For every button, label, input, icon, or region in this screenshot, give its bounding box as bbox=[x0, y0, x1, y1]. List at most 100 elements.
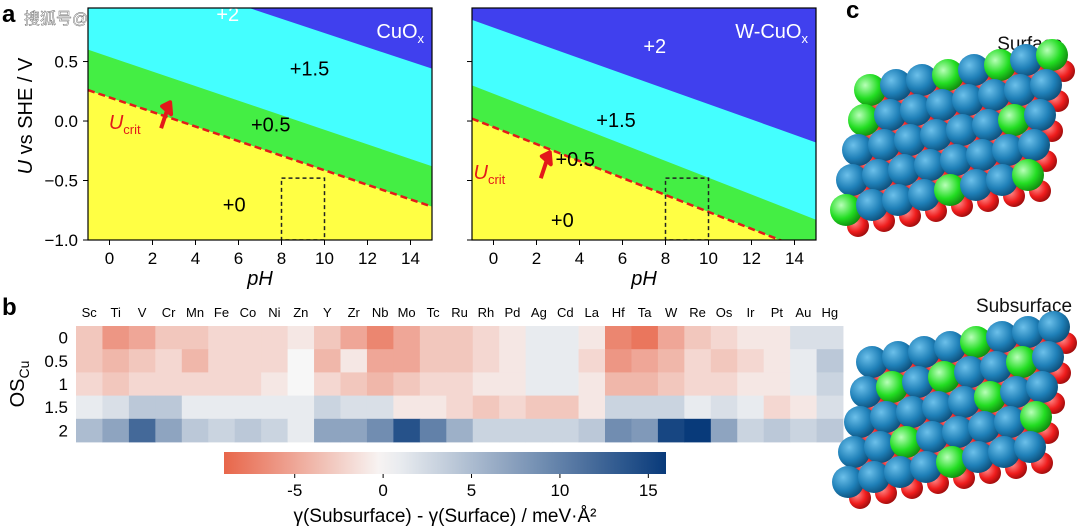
x-tick-label: 10 bbox=[315, 249, 334, 268]
heatmap-column-label: Ta bbox=[638, 305, 653, 320]
copper-atom bbox=[870, 401, 902, 433]
heatmap-cell bbox=[631, 395, 659, 420]
heatmap-cell bbox=[578, 418, 606, 443]
copper-atom bbox=[946, 114, 978, 146]
heatmap-row-label: 1.5 bbox=[44, 398, 68, 417]
arrow-up-icon bbox=[159, 100, 174, 129]
heatmap-cell bbox=[499, 418, 527, 443]
copper-atom bbox=[884, 456, 916, 488]
y-tick-label: 0.0 bbox=[54, 112, 78, 131]
heatmap-cell bbox=[155, 395, 183, 420]
heatmap-cell bbox=[261, 372, 288, 396]
y-tick-label: −1.0 bbox=[44, 231, 78, 250]
copper-atom bbox=[906, 64, 938, 96]
heatmap-column-label: Nb bbox=[372, 305, 389, 320]
heatmap-cell bbox=[605, 326, 632, 350]
copper-atom bbox=[980, 351, 1012, 383]
heatmap-cell bbox=[737, 395, 765, 420]
panel-label-b: b bbox=[2, 294, 17, 321]
heatmap-cell bbox=[499, 395, 527, 420]
copper-atom bbox=[838, 436, 870, 468]
heatmap-cell bbox=[155, 372, 183, 396]
heatmap-cell bbox=[578, 326, 606, 350]
heatmap-column-label: Y bbox=[323, 305, 332, 320]
heatmap-cell bbox=[128, 372, 156, 396]
heatmap-cell bbox=[605, 372, 632, 396]
heatmap-column-label: Pt bbox=[771, 305, 784, 320]
heatmap-cell bbox=[419, 349, 447, 373]
heatmap-column-label: Hg bbox=[822, 305, 839, 320]
heatmap-cell bbox=[155, 349, 183, 373]
x-tick-label: 6 bbox=[618, 249, 627, 268]
heatmap-cell bbox=[737, 372, 765, 396]
y-tick-label: 0.5 bbox=[54, 53, 78, 72]
tungsten-atom bbox=[928, 361, 960, 393]
tungsten-atom bbox=[984, 49, 1016, 81]
heatmap-cell bbox=[287, 395, 315, 420]
heatmap-cell bbox=[605, 418, 632, 443]
heatmap-row-label: 1 bbox=[59, 375, 68, 394]
heatmap-cell bbox=[128, 326, 156, 350]
y-tick-label: −0.5 bbox=[44, 172, 78, 191]
tungsten-atom bbox=[1036, 39, 1068, 71]
heatmap-cell bbox=[816, 349, 844, 373]
heatmap-cell bbox=[578, 349, 606, 373]
heatmap-cell bbox=[472, 326, 500, 350]
panel-label-c: c bbox=[846, 0, 859, 24]
heatmap-cell bbox=[340, 326, 368, 350]
heatmap-column-label: La bbox=[585, 305, 600, 320]
copper-atom bbox=[968, 411, 1000, 443]
heatmap-cell bbox=[234, 418, 262, 443]
heatmap-row-label: 0.5 bbox=[44, 352, 68, 371]
heatmap-cell bbox=[366, 418, 394, 443]
colorbar-tick-label: 0 bbox=[378, 481, 387, 500]
heatmap-column-label: Co bbox=[240, 305, 257, 320]
heatmap-cell bbox=[737, 349, 765, 373]
heatmap-cell bbox=[578, 395, 606, 420]
heatmap-cell bbox=[525, 395, 553, 420]
heatmap-cell bbox=[684, 349, 712, 373]
heatmap-column-label: Zr bbox=[348, 305, 361, 320]
x-tick-label: 2 bbox=[532, 249, 541, 268]
copper-atom bbox=[850, 376, 882, 408]
copper-atom bbox=[1030, 69, 1062, 101]
heatmap-cell bbox=[340, 418, 368, 443]
copper-atom bbox=[882, 341, 914, 373]
heatmap-cell bbox=[499, 326, 527, 350]
region-label: +2 bbox=[216, 4, 239, 26]
copper-atom bbox=[1032, 341, 1064, 373]
heatmap-cell bbox=[552, 418, 579, 443]
tungsten-atom bbox=[848, 104, 880, 136]
heatmap-cell bbox=[181, 349, 209, 373]
copper-atom bbox=[992, 134, 1024, 166]
heatmap-cell bbox=[76, 326, 103, 350]
heatmap-cell bbox=[684, 326, 712, 350]
heatmap-cell bbox=[525, 418, 553, 443]
tungsten-atom bbox=[854, 74, 886, 106]
copper-atom bbox=[856, 189, 888, 221]
copper-atom bbox=[888, 154, 920, 186]
heatmap-cell bbox=[631, 372, 659, 396]
tungsten-atom bbox=[1006, 346, 1038, 378]
pourbaix-plot-cuox: +2 +1.5 +0.5 +0 CuOx Ucrit 0 2 4 6 8 10 12 14 −1.0 −0.5… bbox=[15, 4, 433, 290]
heatmap-cell bbox=[525, 326, 553, 350]
heatmap-cell bbox=[763, 372, 791, 396]
pourbaix-plot-w-cuox: +2 +1.5+0.5 +0 W-CuOx Ucrit 0 2 4 6 8 10 12 14 pH bbox=[467, 7, 817, 290]
heatmap-cell bbox=[102, 349, 130, 373]
tungsten-atom bbox=[1012, 159, 1044, 191]
x-tick-label: 14 bbox=[785, 249, 804, 268]
heatmap-column-label: Pd bbox=[504, 305, 520, 320]
copper-atom bbox=[856, 346, 888, 378]
region-label: +1.5 bbox=[290, 59, 329, 81]
heatmap-cell bbox=[684, 395, 712, 420]
copper-atom bbox=[914, 149, 946, 181]
heatmap-cell bbox=[816, 326, 844, 350]
segregation-heatmap: Sc Ti V Cr Mn Fe Co Ni Zn Y Zr Nb Mo Tc Ru Rh Pd Ag Cd La Hf… bbox=[7, 305, 844, 443]
ucrit-line bbox=[88, 88, 432, 208]
arrow-up-icon bbox=[538, 150, 553, 179]
heatmap-cell bbox=[393, 372, 421, 396]
heatmap-cell bbox=[710, 395, 738, 420]
colorbar-label: γ(Subsurface) - γ(Surface) / meV·Å² bbox=[293, 506, 596, 527]
copper-atom bbox=[882, 184, 914, 216]
copper-atom bbox=[908, 179, 940, 211]
